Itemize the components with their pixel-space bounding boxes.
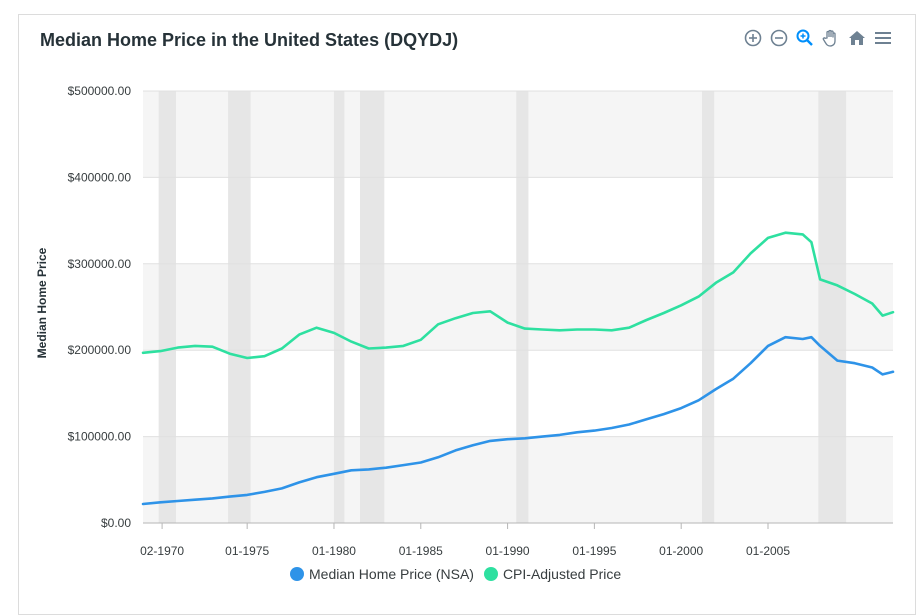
recession-band [702,91,715,523]
legend-item-cpi[interactable]: CPI-Adjusted Price [483,566,622,582]
y-axis-title: Median Home Price [35,247,49,358]
recession-band [516,91,529,523]
recession-shading [158,91,847,523]
recession-band [158,91,176,523]
legend-item-nsa[interactable]: Median Home Price (NSA) [290,566,474,582]
x-axis: 02-1970 01-1975 01-1980 01-1985 01-1990 01-19… [140,522,893,558]
x-tick-label: 02-1970 [140,544,184,558]
x-tick-label: 01-2000 [659,544,703,558]
chart-toolbar [741,26,895,50]
zoom-out-icon[interactable] [767,26,791,50]
legend-label-cpi: CPI-Adjusted Price [502,566,622,582]
series-line-nsa [141,335,895,506]
series-lines [141,231,895,506]
recession-band [360,91,385,523]
menu-icon[interactable] [871,26,895,50]
zoom-select-icon[interactable] [793,26,817,50]
y-axis: $0.00 $100000.00 $200000.00 $300000.00 $4000… [68,84,132,530]
x-tick-label: 01-2005 [746,544,790,558]
y-tick-label: $0.00 [101,516,131,530]
legend: Median Home Price (NSA) CPI-Adjusted Pri… [290,566,621,582]
legend-label-nsa: Median Home Price (NSA) [309,566,474,582]
y-tick-label: $300000.00 [68,257,132,271]
home-reset-icon[interactable] [845,26,869,50]
x-tick-label: 01-1975 [225,544,269,558]
zoom-in-icon[interactable] [741,26,765,50]
recession-band [228,91,251,523]
y-tick-label: $500000.00 [68,84,132,98]
chart-title: Median Home Price in the United States (… [40,30,459,50]
recession-band [818,91,847,523]
y-tick-label: $400000.00 [68,170,132,184]
x-tick-label: 01-1980 [312,544,356,558]
y-tick-label: $100000.00 [68,430,132,444]
x-tick-label: 01-1995 [572,544,616,558]
x-tick-label: 01-1985 [399,544,443,558]
pan-hand-icon[interactable] [819,26,843,50]
y-tick-label: $200000.00 [68,343,132,357]
recession-band [333,91,345,523]
series-line-cpi [141,231,895,360]
legend-marker-nsa [290,567,304,581]
x-tick-label: 01-1990 [486,544,530,558]
legend-marker-cpi [483,567,498,581]
